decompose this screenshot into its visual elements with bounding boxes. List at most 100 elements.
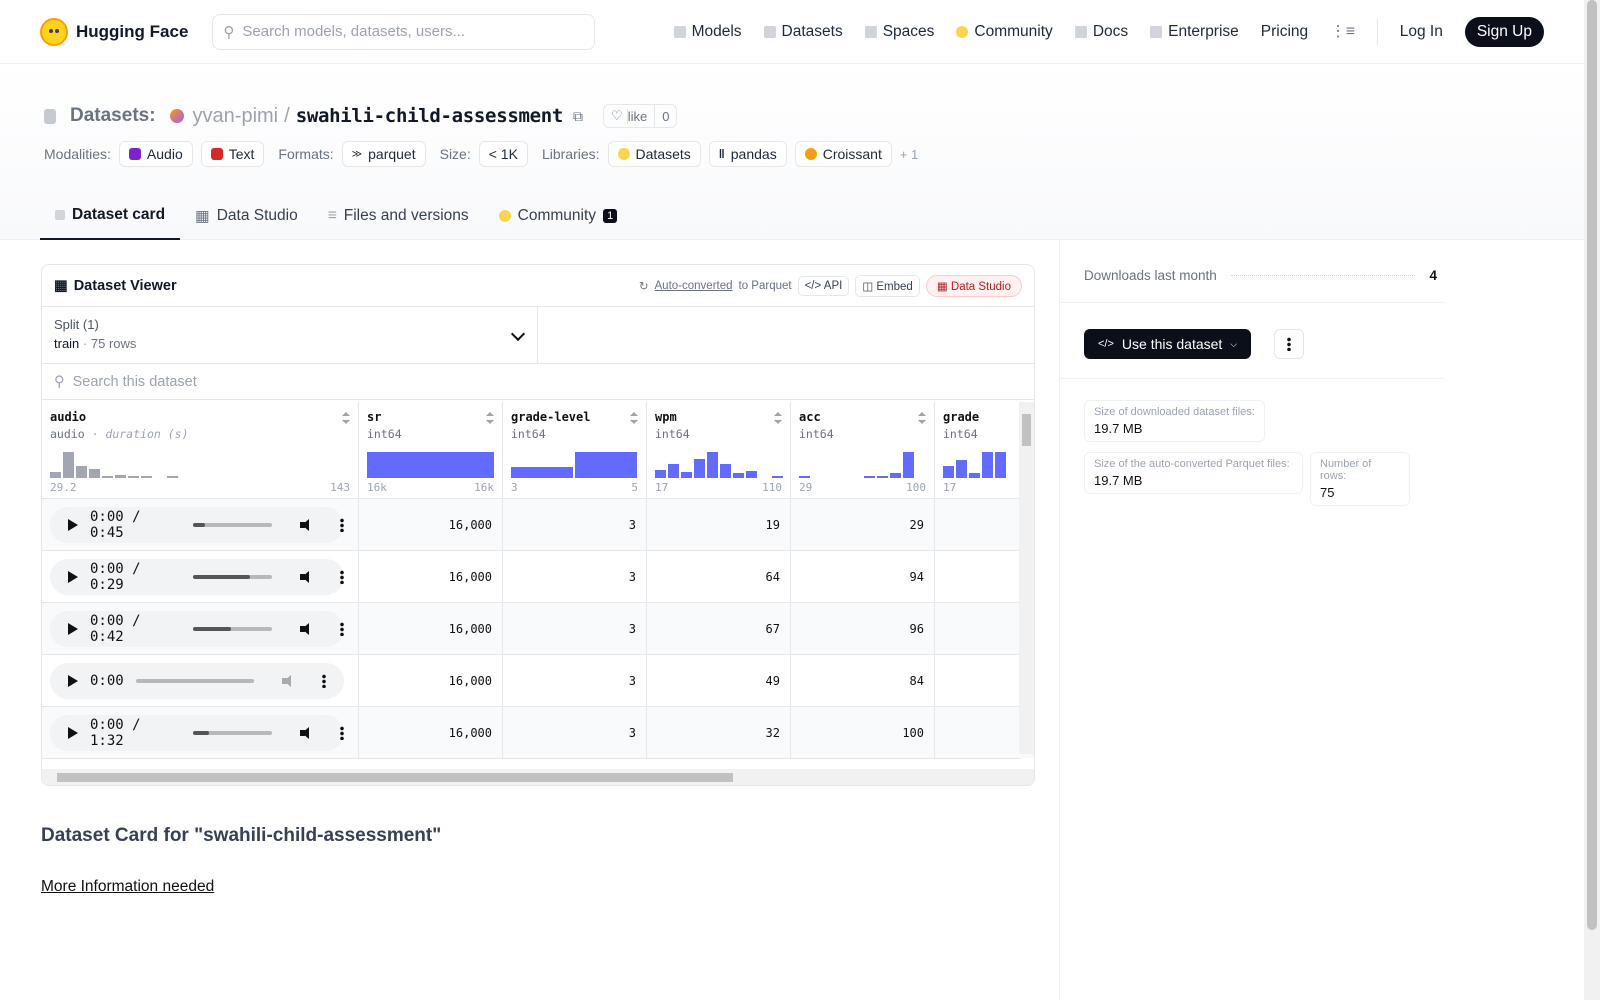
auto-converted-link[interactable]: Auto-converted (654, 279, 733, 292)
audio-player[interactable]: 0:00 / 1:32 (50, 714, 344, 751)
tag-audio[interactable]: Audio (118, 141, 193, 167)
histogram-bar[interactable] (772, 476, 783, 478)
histogram-bar[interactable] (707, 452, 718, 478)
histogram-bar[interactable] (76, 466, 87, 478)
owner-link[interactable]: yvan-pimi (192, 104, 279, 127)
histogram-bar[interactable] (655, 470, 666, 478)
column-header-grade[interactable]: grade int64 17 (935, 402, 1034, 498)
tab-dataset-card[interactable]: Dataset card (40, 192, 181, 240)
column-header-grade-level[interactable]: grade-level int64 3 5 (503, 402, 647, 498)
use-dataset-button[interactable]: </> Use this dataset ⌵ (1084, 329, 1252, 359)
nav-community[interactable]: Community (956, 23, 1053, 41)
audio-progress-bar[interactable] (193, 626, 273, 631)
audio-progress-bar[interactable] (193, 574, 273, 579)
histogram-bar[interactable] (864, 476, 875, 478)
histogram-bar[interactable] (141, 476, 152, 478)
histogram-bar[interactable] (50, 471, 61, 478)
play-icon[interactable] (68, 622, 78, 635)
audio-progress-bar[interactable] (193, 522, 273, 527)
histogram-bar[interactable] (733, 473, 744, 478)
more-tags[interactable]: + 1 (899, 146, 919, 162)
histogram-bar[interactable] (943, 466, 954, 478)
play-icon[interactable] (68, 518, 78, 531)
page-scrollbar-thumb[interactable] (1587, 0, 1597, 930)
histogram-bar[interactable] (982, 452, 993, 478)
sort-icon[interactable] (486, 412, 494, 424)
histogram-bar[interactable] (746, 470, 757, 478)
tag-croissant[interactable]: Croissant (794, 141, 892, 167)
kebab-icon[interactable] (340, 569, 344, 584)
histogram-bar[interactable] (995, 452, 1006, 478)
histogram-bar[interactable] (167, 476, 178, 478)
audio-player[interactable]: 0:00 (50, 662, 344, 699)
histogram-bar[interactable] (956, 459, 967, 478)
histogram-bar[interactable] (681, 471, 692, 478)
page-scrollbar[interactable] (1584, 0, 1600, 1000)
kebab-icon[interactable] (340, 725, 344, 740)
signup-button[interactable]: Sign Up (1464, 16, 1544, 47)
nav-spaces[interactable]: Spaces (864, 23, 934, 41)
play-icon[interactable] (68, 674, 78, 687)
column-header-acc[interactable]: acc int64 29 100 (791, 402, 935, 498)
histogram-bar[interactable] (720, 463, 731, 478)
histogram-bar[interactable] (969, 472, 980, 478)
histogram-bar[interactable] (367, 452, 494, 478)
audio-progress-bar[interactable] (193, 730, 273, 735)
histogram-bar[interactable] (877, 476, 888, 478)
dataset-search-input[interactable]: ⚲ Search this dataset (42, 364, 1034, 400)
copy-icon[interactable]: ⧉ (573, 107, 584, 124)
column-header-wpm[interactable]: wpm int64 17 110 (647, 402, 791, 498)
split-selector[interactable]: Split (1) train · 75 rows (42, 307, 538, 363)
tab-files[interactable]: ≡ Files and versions (313, 192, 484, 240)
histogram-bar[interactable] (511, 467, 573, 478)
histogram-bar[interactable] (115, 475, 126, 478)
tag-pandas[interactable]: ‖ pandas (708, 141, 787, 167)
histogram-bar[interactable] (903, 452, 914, 478)
histogram-bar[interactable] (63, 452, 74, 478)
vertical-scrollbar[interactable] (1019, 402, 1034, 754)
like-button[interactable]: ♡ like 0 (603, 104, 678, 128)
audio-player[interactable]: 0:00 / 0:42 (50, 610, 344, 647)
histogram-bar[interactable] (799, 476, 810, 478)
sort-icon[interactable] (918, 412, 926, 424)
sort-icon[interactable] (342, 412, 350, 424)
embed-button[interactable]: ◫ Embed (855, 274, 920, 297)
nav-datasets[interactable]: Datasets (763, 23, 843, 41)
volume-icon[interactable] (281, 674, 296, 688)
more-information-link[interactable]: More Information needed (41, 878, 215, 895)
nav-pricing[interactable]: Pricing (1261, 23, 1308, 41)
audio-progress-bar[interactable] (135, 678, 254, 683)
nav-models[interactable]: Models (673, 23, 742, 41)
kebab-icon[interactable] (321, 673, 326, 688)
api-button[interactable]: </> API (797, 275, 850, 296)
tag-parquet[interactable]: ≫ parquet (341, 141, 426, 167)
volume-icon[interactable] (300, 570, 314, 584)
histogram-bar[interactable] (128, 475, 139, 478)
histogram-bar[interactable] (694, 458, 705, 478)
histogram-bar[interactable] (890, 472, 901, 478)
data-studio-button[interactable]: ▦ Data Studio (925, 274, 1022, 297)
tag-text[interactable]: Text (200, 141, 265, 167)
kebab-icon[interactable] (340, 517, 344, 532)
play-icon[interactable] (68, 570, 78, 583)
volume-icon[interactable] (300, 518, 314, 532)
more-menu-icon[interactable]: ⋮≡ (1330, 23, 1355, 40)
horizontal-scrollbar-thumb[interactable] (57, 773, 733, 782)
nav-enterprise[interactable]: Enterprise (1150, 23, 1239, 41)
tab-data-studio[interactable]: ▦ Data Studio (180, 192, 313, 240)
histogram-bar[interactable] (102, 475, 113, 478)
histogram-bar[interactable] (575, 452, 637, 478)
volume-icon[interactable] (300, 622, 314, 636)
sort-icon[interactable] (774, 412, 782, 424)
audio-player[interactable]: 0:00 / 0:45 (50, 506, 344, 543)
play-icon[interactable] (68, 726, 78, 739)
tag-datasets-lib[interactable]: Datasets (607, 141, 701, 167)
column-header-sr[interactable]: sr int64 16k 16k (359, 402, 503, 498)
site-search-input[interactable]: ⚲ Search models, datasets, users... (212, 13, 596, 50)
horizontal-scrollbar[interactable] (42, 769, 1034, 785)
dataset-name[interactable]: swahili-child-assessment (295, 105, 564, 127)
vertical-scrollbar-thumb[interactable] (1022, 414, 1031, 446)
brand-logo[interactable]: Hugging Face (40, 17, 188, 46)
histogram-bar[interactable] (668, 463, 679, 478)
more-options-button[interactable] (1274, 329, 1304, 359)
